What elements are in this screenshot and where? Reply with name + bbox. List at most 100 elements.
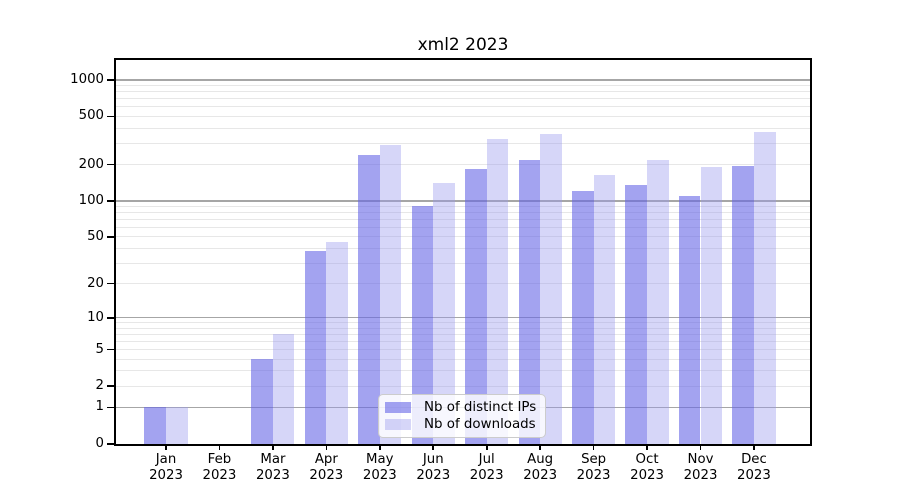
bar-distinct-ips [144,407,166,444]
gridline-minor [116,327,810,329]
gridline-minor [116,142,810,144]
bar-distinct-ips [572,191,594,444]
gridline-minor [116,205,810,207]
gridline-minor [116,98,810,100]
y-tick [107,316,115,319]
bar-downloads [593,174,616,444]
gridline-minor [116,322,810,324]
x-tick-label: Jul 2023 [456,452,518,483]
x-tick [699,444,702,450]
gridline-minor [116,115,810,117]
bar-downloads [486,139,509,444]
bar-distinct-ips [411,206,434,444]
x-tick-month: Aug [527,452,554,467]
gridline-minor [116,247,810,249]
gridline-major [116,316,810,319]
x-tick-month: Oct [635,452,659,467]
bar-downloads [647,159,669,444]
x-tick-year: 2023 [309,467,344,483]
bar-downloads [379,145,402,444]
bar-downloads [326,242,348,444]
gridline-minor [116,349,810,351]
legend-label-distinct-ips: Nb of distinct IPs [424,399,537,415]
x-tick-month: Feb [207,452,232,467]
x-tick-label: Dec 2023 [723,452,785,483]
y-tick-label: 0 [95,436,104,451]
x-tick-label: Aug 2023 [509,452,571,483]
x-tick-month: Jun [422,452,444,467]
y-tick-label: 200 [78,156,104,172]
gridline-major [116,200,810,202]
gridline-minor [116,164,810,166]
x-tick [485,444,488,450]
legend: Nb of distinct IPs Nb of downloads [378,394,546,438]
y-tick [107,348,115,351]
gridline-major [116,79,810,81]
bar-distinct-ips [304,250,327,444]
gridline-minor [116,283,810,285]
gridline-minor [116,127,810,129]
y-tick [107,200,115,202]
y-tick [107,236,115,238]
x-tick-month: May [366,452,394,467]
y-tick-label: 20 [87,275,104,291]
y-tick-label: 5 [95,341,104,357]
y-tick-label: 500 [78,108,104,124]
bar-downloads [753,131,776,444]
gridline-minor [116,218,810,220]
gridline-minor [116,370,810,372]
y-tick [107,406,115,409]
y-tick [107,282,115,285]
gridline-minor [116,106,810,108]
bar-distinct-ips [251,359,273,444]
gridline-minor [116,85,810,87]
gridline-minor [116,340,810,342]
x-tick [592,444,595,450]
gridline-minor [116,262,810,264]
x-tick-year: 2023 [362,467,397,483]
gridline-minor [116,91,810,93]
y-tick-label: 10 [87,309,104,325]
x-tick-label: Jan 2023 [135,452,197,483]
x-tick-month: Apr [314,452,338,467]
y-tick [107,443,115,445]
bar-distinct-ips [678,195,701,444]
gridline-minor [116,211,810,213]
y-tick [107,385,115,387]
gridlines [116,60,810,444]
x-tick-month: Jul [478,452,495,467]
bar-distinct-ips [732,165,754,444]
x-tick-label: Jun 2023 [402,452,464,483]
x-tick-year: 2023 [149,467,183,483]
x-tick [753,444,755,450]
x-tick [539,444,542,450]
x-tick-month: Sep [581,452,607,467]
x-tick [325,444,328,450]
y-tick-label: 100 [78,192,104,208]
x-tick-label: May 2023 [349,452,411,483]
y-tick [107,163,115,166]
x-tick-year: 2023 [683,467,718,483]
x-tick-label: Apr 2023 [295,452,357,483]
x-tick [432,444,435,450]
plot-area: Nb of distinct IPs Nb of downloads [114,58,812,446]
y-tick-label: 1 [95,399,104,415]
x-tick [272,444,274,450]
x-tick-month: Mar [260,452,286,467]
x-tick-year: 2023 [202,467,237,483]
chart-title: xml2 2023 [417,35,509,55]
x-tick-month: Dec [741,452,767,467]
bar-distinct-ips [465,168,487,444]
gridline-minor [116,385,810,387]
x-tick [165,444,167,450]
x-tick [379,444,381,450]
x-tick [218,444,221,450]
x-tick-year: 2023 [576,467,611,483]
y-tick-label: 50 [87,228,104,244]
bar-distinct-ips [518,159,541,444]
x-tick-month: Jan [155,452,177,467]
x-tick-year: 2023 [737,467,771,483]
gridline-minor [116,236,810,238]
bar-downloads [272,334,295,444]
